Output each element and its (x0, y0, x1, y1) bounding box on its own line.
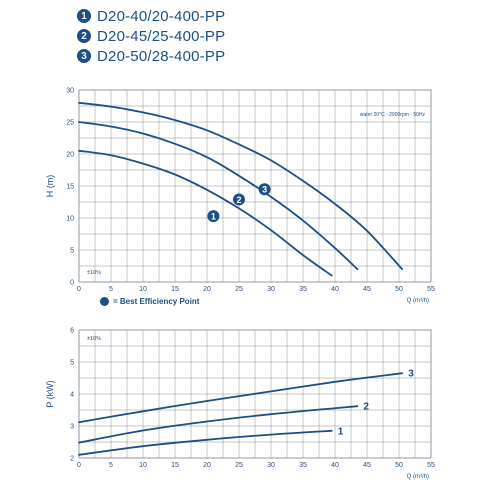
chart2-series-2-label: 2 (363, 402, 369, 413)
bep-dot-icon (100, 297, 109, 306)
chart1-y-tick-label: 20 (66, 152, 74, 159)
chart2-series-2-line (78, 405, 359, 444)
chart1-x-tick-label: 30 (267, 286, 275, 293)
chart2-series-3-label: 3 (408, 369, 414, 380)
chart1-x-tick-label: 15 (171, 286, 179, 293)
number-3-icon: 3 (77, 49, 91, 63)
chart2-x-tick-label: 35 (299, 462, 307, 469)
chart2-tolerance-note: ±10% (87, 336, 101, 342)
chart2-x-tick-label: 10 (139, 462, 147, 469)
chart2-series-1-line (78, 429, 333, 456)
chart2-y-tick-label: 4 (70, 392, 74, 399)
chart1-y-tick-label: 5 (70, 248, 74, 255)
chart1-y-tick-label: 0 (70, 280, 74, 287)
chart2-series-1-label: 1 (338, 426, 344, 437)
chart1-x-tick-label: 10 (139, 286, 147, 293)
chart1-bep-number-3: 3 (262, 185, 267, 195)
chart1-x-tick-label: 5 (109, 286, 113, 293)
chart2-x-tick-label: 30 (267, 462, 275, 469)
chart2-x-tick-label: 15 (171, 462, 179, 469)
chart1-x-tick-label: 40 (331, 286, 339, 293)
bep-legend-label: = Best Efficiency Point (113, 297, 200, 306)
chart1-series-2-line (78, 121, 359, 271)
chart1-x-tick-label: 50 (395, 286, 403, 293)
chart1-y-axis-label: H (m) (45, 175, 55, 198)
chart1-bep-number-1: 1 (211, 212, 216, 222)
legend-item-3: 3 D20-50/28-400-PP (77, 46, 225, 66)
chart1-bep-marker-3 (258, 183, 271, 196)
chart2-series-3-line (78, 372, 404, 424)
chart2-x-tick-label: 5 (109, 462, 113, 469)
chart2-x-tick-label: 45 (363, 462, 371, 469)
chart1-tolerance-note: ±10% (87, 270, 101, 276)
chart1-x-tick-label: 25 (235, 286, 243, 293)
bep-legend: = Best Efficiency Point (100, 297, 199, 306)
chart1-x-tick-label: 45 (363, 286, 371, 293)
legend-model-2: D20-45/25-400-PP (97, 27, 226, 45)
chart2-y-tick-label: 5 (70, 360, 74, 367)
chart1-y-tick-label: 30 (66, 88, 74, 95)
chart1-conditions-note: water 20°C - 2900rpm - 50Hz (360, 112, 426, 118)
chart1-bep-marker-1 (207, 210, 220, 223)
number-2-icon: 2 (77, 29, 91, 43)
chart2-x-tick-label: 50 (395, 462, 403, 469)
chart1-y-tick-label: 15 (66, 184, 74, 191)
chart2-x-axis-label: Q (m³/h) (407, 474, 429, 480)
chart2-y-axis-label: P (kW) (45, 380, 55, 407)
chart1-y-tick-label: 10 (66, 216, 74, 223)
chart2-x-tick-label: 20 (203, 462, 211, 469)
legend-model-1: D20-40/20-400-PP (97, 7, 226, 25)
chart2-y-tick-label: 6 (70, 328, 74, 335)
chart1-y-tick-label: 25 (66, 120, 74, 127)
chart2-x-tick-label: 0 (77, 462, 81, 469)
chart1-series-3-line (78, 101, 404, 271)
model-legend: 1 D20-40/20-400-PP 2 D20-45/25-400-PP 3 … (77, 6, 225, 66)
chart1-x-tick-label: 55 (427, 286, 435, 293)
chart2-x-tick-label: 55 (427, 462, 435, 469)
chart1-series-1-line (78, 149, 333, 277)
chart2-x-tick-label: 40 (331, 462, 339, 469)
chart1-bep-marker-2 (233, 193, 245, 206)
chart1-bep-number-2: 2 (236, 195, 241, 205)
chart1-x-axis-label: Q (m³/h) (407, 298, 429, 304)
chart1-x-tick-label: 35 (299, 286, 307, 293)
legend-item-2: 2 D20-45/25-400-PP (77, 26, 225, 46)
chart2-y-tick-label: 3 (70, 424, 74, 431)
legend-model-3: D20-50/28-400-PP (97, 47, 226, 65)
chart2-x-tick-label: 25 (235, 462, 243, 469)
number-1-icon: 1 (77, 9, 91, 23)
chart1-x-tick-label: 0 (77, 286, 81, 293)
chart2-y-tick-label: 2 (70, 456, 74, 463)
chart1-x-tick-label: 20 (203, 286, 211, 293)
legend-item-1: 1 D20-40/20-400-PP (77, 6, 225, 26)
